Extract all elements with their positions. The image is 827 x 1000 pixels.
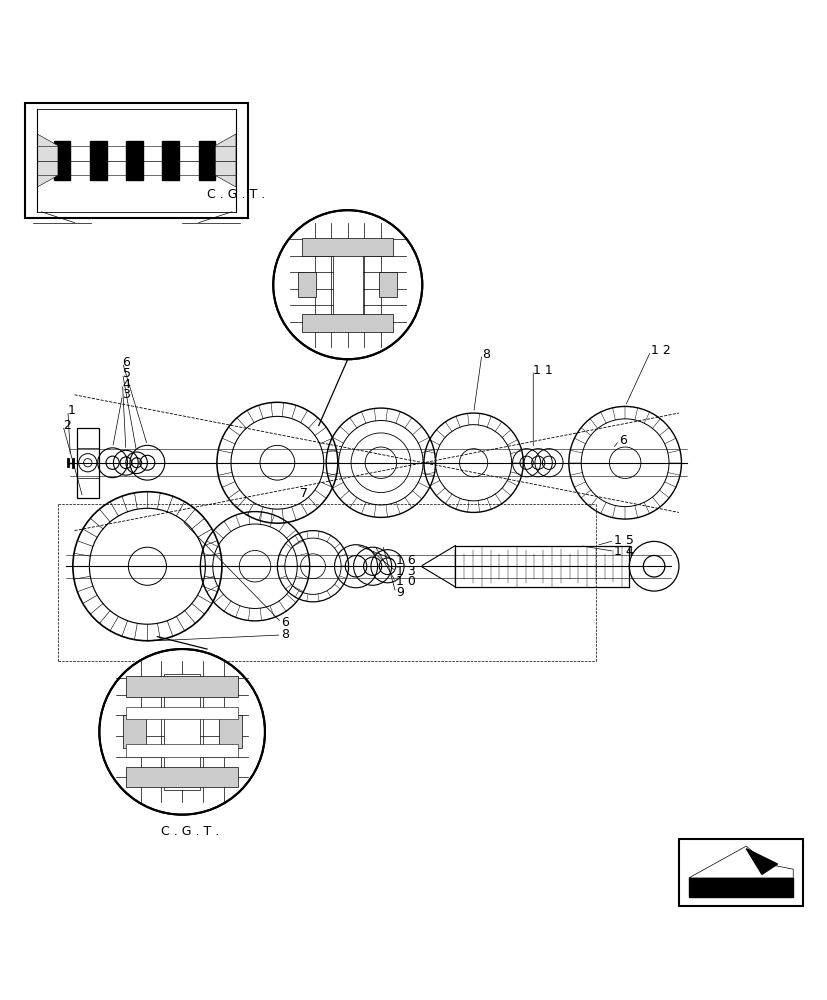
FancyBboxPatch shape (218, 715, 241, 748)
Text: 8: 8 (481, 348, 490, 361)
Text: 6: 6 (619, 434, 627, 447)
Text: C . G . T .: C . G . T . (161, 825, 219, 838)
FancyBboxPatch shape (122, 715, 146, 748)
Polygon shape (688, 878, 792, 897)
FancyBboxPatch shape (164, 674, 200, 790)
Text: 6: 6 (122, 356, 131, 369)
Text: 1 6: 1 6 (395, 554, 415, 567)
Text: 1: 1 (68, 404, 76, 417)
Polygon shape (745, 849, 777, 874)
FancyBboxPatch shape (678, 839, 802, 906)
FancyBboxPatch shape (126, 767, 238, 787)
FancyBboxPatch shape (77, 428, 98, 498)
Text: 1 3: 1 3 (395, 565, 415, 578)
Text: 7: 7 (299, 487, 308, 500)
FancyBboxPatch shape (379, 272, 397, 297)
Text: 1 0: 1 0 (395, 575, 415, 588)
FancyBboxPatch shape (126, 744, 238, 757)
Bar (54, 141, 70, 180)
FancyBboxPatch shape (302, 238, 393, 256)
Text: 2: 2 (63, 419, 71, 432)
Bar (162, 141, 179, 180)
Polygon shape (215, 134, 236, 187)
Bar (198, 141, 215, 180)
Text: 6: 6 (281, 616, 289, 629)
FancyBboxPatch shape (25, 103, 248, 218)
FancyBboxPatch shape (332, 239, 362, 330)
Text: 1 5: 1 5 (614, 534, 633, 547)
Bar (90, 141, 107, 180)
Text: 5: 5 (122, 367, 131, 380)
Text: 8: 8 (281, 628, 289, 641)
Polygon shape (688, 846, 792, 878)
Circle shape (273, 210, 422, 359)
Text: 4: 4 (122, 378, 131, 391)
Text: C . G . T .: C . G . T . (207, 188, 265, 201)
FancyBboxPatch shape (126, 707, 238, 719)
Text: 1 2: 1 2 (650, 344, 670, 357)
Circle shape (99, 649, 265, 815)
FancyBboxPatch shape (126, 676, 238, 697)
Text: 1 1: 1 1 (533, 364, 552, 377)
FancyBboxPatch shape (302, 314, 393, 332)
Text: 3: 3 (122, 388, 131, 401)
Text: 9: 9 (395, 586, 404, 599)
Bar (126, 141, 143, 180)
Polygon shape (37, 134, 58, 187)
FancyBboxPatch shape (298, 272, 316, 297)
Text: 1 4: 1 4 (614, 545, 633, 558)
